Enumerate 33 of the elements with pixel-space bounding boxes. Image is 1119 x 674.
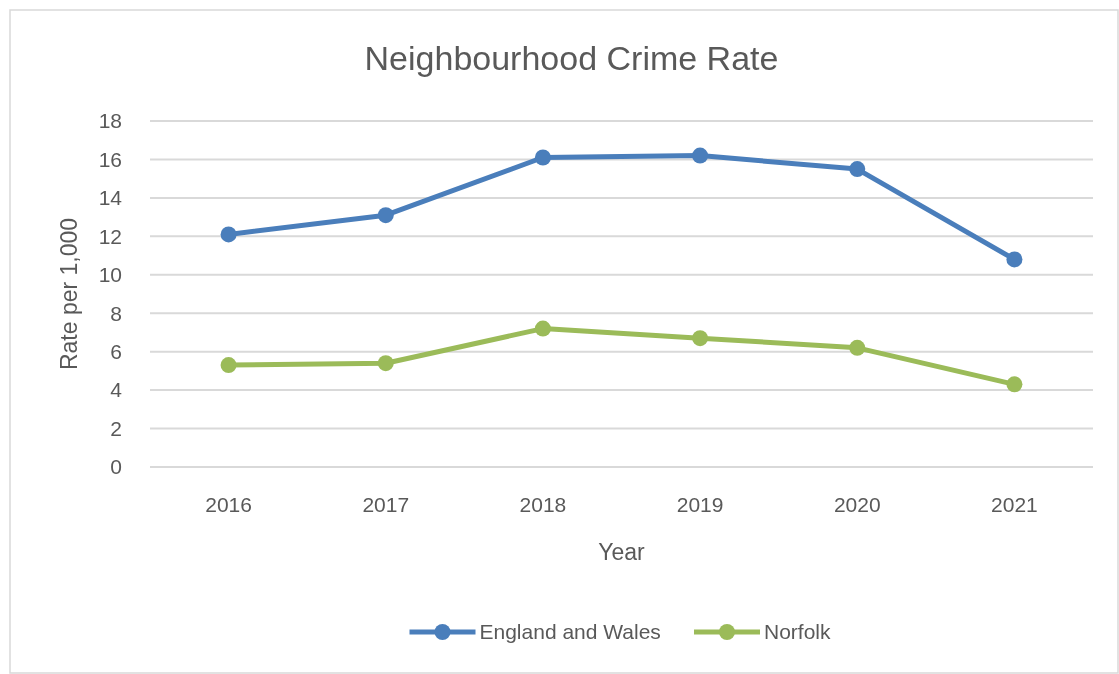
x-tick-label: 2020 (833, 493, 881, 516)
point (1006, 251, 1023, 268)
chart-title: Neighbourhood Crime Rate (364, 39, 779, 77)
point (692, 147, 709, 164)
y-tick-label: 10 (98, 263, 122, 287)
point (534, 149, 551, 166)
point (692, 330, 709, 347)
y-tick-label: 8 (110, 301, 122, 325)
y-axis-title: Rate per 1,000 (56, 217, 82, 371)
y-tick-label: 12 (98, 224, 122, 248)
point (220, 226, 237, 243)
point (1006, 376, 1023, 393)
x-tick-label: 2018 (519, 493, 567, 516)
y-tick-label: 6 (110, 340, 122, 364)
x-tick-label: 2019 (676, 493, 724, 516)
legend-label: Norfolk (764, 620, 832, 644)
y-tick-label: 4 (110, 378, 123, 402)
y-tick-label: 18 (98, 109, 122, 133)
x-tick-label: 2021 (991, 493, 1038, 516)
point (849, 339, 866, 356)
x-tick-label: 2016 (205, 493, 252, 516)
x-tick-label: 2017 (362, 493, 410, 516)
y-tick-label: 0 (110, 455, 122, 479)
legend-label: England and Wales (479, 620, 661, 644)
point (377, 355, 394, 372)
point (377, 207, 394, 224)
y-tick-label: 2 (110, 416, 122, 440)
point (534, 320, 551, 337)
point (849, 161, 866, 178)
y-tick-label: 16 (98, 147, 122, 171)
x-axis-title: Year (598, 539, 646, 565)
point (220, 357, 237, 374)
y-tick-label: 14 (98, 186, 123, 210)
